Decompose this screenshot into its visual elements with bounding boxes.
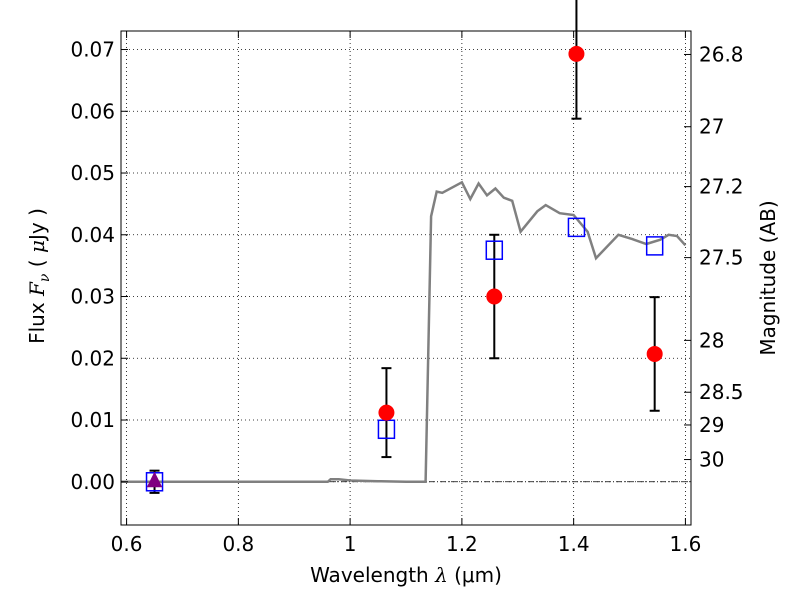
- observed-point: [486, 288, 503, 305]
- y-tick-label: 0.06: [70, 99, 115, 123]
- y-tick-label: 0.00: [70, 470, 115, 494]
- y2-tick-label: 30: [699, 448, 724, 472]
- y-tick-label: 0.05: [70, 161, 115, 185]
- y2-tick-label: 27: [699, 115, 724, 139]
- model-photometry-square: [645, 236, 664, 256]
- x-tick-label: 1: [344, 532, 357, 556]
- y-axis-ticks: 0.00 0.01 0.02 0.03 0.04 0.05 0.06 0.07: [70, 38, 128, 494]
- model-sed-line: [121, 180, 687, 484]
- y2-tick-label: 27.2: [699, 175, 744, 199]
- x-axis-label: Wavelength λ (μm): [310, 563, 502, 587]
- x-tick-label: 1.4: [558, 532, 590, 556]
- model-photometry-square: [567, 217, 586, 238]
- plot-frame: [120, 30, 692, 526]
- x-tick-label: 1.2: [446, 532, 478, 556]
- x-tick-label: 0.8: [222, 532, 254, 556]
- y-tick-label: 0.02: [70, 346, 115, 370]
- observed-point: [568, 45, 585, 62]
- observed-point: [646, 345, 663, 362]
- y2-tick-label: 27.5: [699, 246, 744, 270]
- y-tick-label: 0.04: [70, 223, 115, 247]
- model-photometry-points: [145, 217, 664, 492]
- y-tick-label: 0.07: [70, 38, 115, 62]
- model-photometry-square: [485, 240, 504, 260]
- y-tick-label: 0.01: [70, 408, 115, 432]
- x-axis-ticks: 0.6 0.8 1 1.2 1.4 1.6: [111, 31, 702, 556]
- y-axis-label: Flux Fν ( μJy ): [25, 208, 53, 344]
- y2-tick-label: 28: [699, 328, 724, 352]
- y2-tick-label: 29: [699, 413, 724, 437]
- observed-point: [378, 404, 395, 421]
- upper-limit-points: [146, 471, 163, 488]
- y2-axis-label: Magnitude (AB): [756, 200, 780, 355]
- error-bars: [149, 0, 660, 494]
- y2-tick-label: 28.5: [699, 380, 744, 404]
- y-tick-label: 0.03: [70, 285, 115, 309]
- y2-axis-ticks: 26.8 27 27.2 27.5 28 28.5 29 30: [684, 42, 744, 472]
- upper-limit-triangle: [146, 471, 163, 488]
- x-tick-label: 0.6: [111, 532, 143, 556]
- grid: [121, 31, 691, 525]
- observed-points: [378, 45, 663, 421]
- x-tick-label: 1.6: [670, 532, 702, 556]
- y2-tick-label: 26.8: [699, 42, 744, 66]
